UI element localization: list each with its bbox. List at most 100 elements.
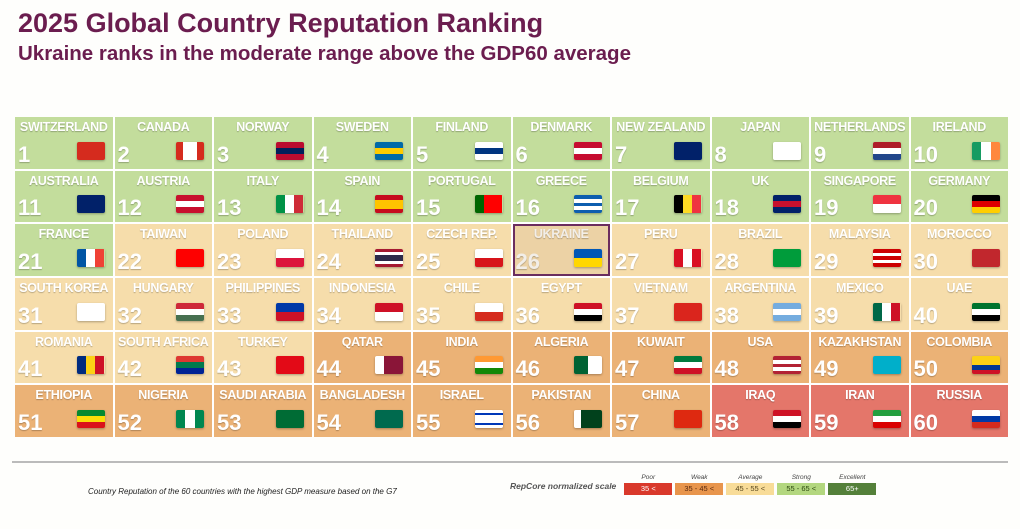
new-zealand-flag-icon	[673, 141, 702, 160]
country-cell: ARGENTINA 38	[711, 278, 809, 330]
country-rank: 7	[615, 141, 628, 167]
country-name: FINLAND	[435, 120, 489, 134]
flag-stripe	[76, 302, 105, 321]
flag-stripe	[85, 249, 96, 267]
flag-stripe	[474, 195, 484, 214]
flag-stripe	[972, 356, 1000, 361]
flag-stripe	[574, 206, 602, 210]
flag-stripe	[574, 410, 581, 428]
country-cell: ROMANIA 41	[15, 331, 113, 384]
flag-stripe	[474, 258, 503, 267]
country-cell: TURKEY 43	[214, 331, 312, 384]
country-rank: 33	[217, 302, 242, 328]
country-cell: ISRAEL 55	[413, 385, 511, 437]
sweden-flag-icon	[375, 141, 403, 160]
country-cell: SINGAPORE 19	[811, 170, 909, 223]
czech-flag-icon	[474, 249, 503, 267]
country-cell: ETHIOPIA 51	[15, 385, 113, 437]
flag-stripe	[474, 302, 503, 312]
flag-stripe	[375, 199, 403, 205]
flag-stripe	[275, 147, 304, 154]
flag-stripe	[773, 302, 801, 309]
flag-stripe	[275, 410, 304, 428]
country-cell: NETHERLANDS 9	[811, 117, 909, 169]
country-name: UAE	[946, 281, 973, 295]
flag-stripe	[375, 249, 403, 252]
flag-stripe	[574, 308, 602, 315]
flag-stripe	[76, 422, 105, 428]
country-rank: 14	[316, 195, 341, 221]
country-cell: MALAYSIA 29	[811, 224, 909, 276]
flag-stripe	[176, 302, 204, 309]
country-rank: 48	[714, 356, 739, 382]
country-rank: 18	[714, 195, 739, 221]
saudi-arabia-flag-icon	[275, 410, 304, 428]
flag-stripe	[85, 356, 96, 375]
denmark-flag-icon	[574, 141, 602, 160]
country-cell: BANGLADESH 54	[313, 385, 411, 437]
flag-stripe	[773, 367, 801, 371]
flag-stripe	[673, 195, 683, 214]
finland-flag-icon	[474, 141, 503, 160]
country-name: DENMARK	[530, 120, 593, 134]
country-name: BELGIUM	[632, 173, 689, 188]
qatar-flag-icon	[375, 356, 403, 375]
country-rank: 55	[416, 410, 441, 435]
country-name: PERU	[643, 227, 678, 242]
country-rank: 10	[913, 141, 938, 167]
country-name: IRAQ	[745, 388, 776, 403]
norway-flag-icon	[275, 141, 304, 160]
country-cell: KUWAIT 47	[612, 331, 710, 384]
country-name: INDONESIA	[328, 281, 396, 295]
flag-stripe	[474, 141, 503, 148]
country-name: ISRAEL	[439, 388, 484, 403]
country-name: SPAIN	[344, 173, 381, 188]
bangladesh-flag-icon	[375, 410, 403, 428]
country-name: HUNGARY	[132, 281, 194, 295]
south-africa-flag-icon	[176, 356, 204, 375]
flag-stripe	[375, 204, 403, 209]
score-legend: RepCore normalized scale Poor 35 < Weak 35 …	[510, 474, 879, 495]
country-rank: 49	[814, 356, 839, 382]
flag-stripe	[673, 249, 683, 267]
taiwan-flag-icon	[176, 249, 204, 267]
country-rank: 6	[515, 141, 528, 167]
flag-stripe	[176, 195, 204, 202]
flag-stripe	[673, 302, 702, 321]
flag-stripe	[275, 249, 304, 258]
country-rank: 37	[615, 302, 640, 328]
flag-stripe	[95, 249, 105, 267]
country-rank: 59	[814, 410, 839, 435]
country-rank: 47	[615, 356, 640, 382]
country-cell: PHILIPPINES 33	[214, 278, 312, 330]
country-name: SWITZERLAND	[19, 120, 108, 134]
flag-stripe	[375, 410, 403, 428]
kuwait-flag-icon	[673, 356, 702, 375]
flag-stripe	[773, 141, 801, 160]
country-name: FRANCE	[38, 227, 90, 242]
country-cell: CZECH REP. 25	[413, 224, 511, 276]
country-name: KAZAKHSTAN	[818, 334, 902, 349]
country-name: TURKEY	[237, 334, 288, 349]
country-cell: PAKISTAN 56	[512, 385, 610, 437]
country-name: NETHERLANDS	[814, 120, 906, 134]
flag-stripe	[474, 417, 503, 421]
flag-stripe	[872, 259, 901, 264]
country-name: RUSSIA	[936, 388, 983, 403]
country-name: GREECE	[535, 173, 587, 188]
country-name: TAIWAN	[139, 227, 187, 242]
flag-stripe	[95, 356, 105, 375]
legend-title: Average	[738, 474, 763, 481]
country-cell: UAE 40	[910, 278, 1008, 330]
country-name: COLOMBIA	[926, 334, 993, 349]
flag-stripe	[574, 195, 602, 199]
country-name: ALGERIA	[534, 334, 589, 349]
country-name: IRAN	[845, 388, 875, 403]
country-rank: 36	[515, 302, 540, 328]
flag-stripe	[176, 410, 186, 428]
country-cell: MOROCCO 30	[910, 224, 1008, 276]
flag-stripe	[773, 195, 801, 202]
country-cell: UKRAINE 26	[512, 224, 610, 276]
country-rank: 11	[18, 195, 42, 221]
iraq-flag-icon	[773, 410, 801, 428]
